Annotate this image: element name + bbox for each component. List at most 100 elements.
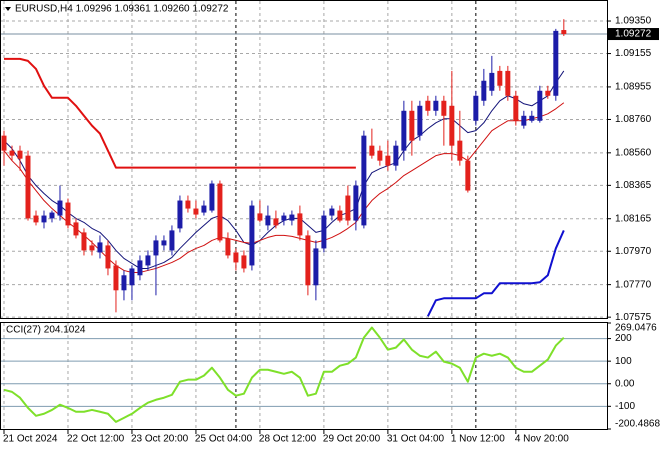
candle-body xyxy=(209,183,215,211)
candle-body xyxy=(73,222,79,236)
candle-body xyxy=(193,208,199,215)
candle-body xyxy=(201,205,207,213)
candle-body xyxy=(9,150,15,156)
candle-body xyxy=(321,215,327,249)
candle-body xyxy=(425,100,431,111)
marks xyxy=(1,19,567,423)
overlay-line xyxy=(3,102,565,273)
candle-body xyxy=(361,135,367,226)
candle-body xyxy=(449,105,455,146)
candle-body xyxy=(233,252,239,263)
y-tick-label: 100 xyxy=(615,356,632,367)
y-tick-label: -200.4868 xyxy=(615,419,660,430)
y-tick-label: 1.08165 xyxy=(615,213,652,224)
x-tick-label: 23 Oct 20:00 xyxy=(131,434,189,445)
candle-body xyxy=(385,155,391,166)
main-frame xyxy=(0,0,608,319)
y-tick-label: 1.07970 xyxy=(615,246,652,257)
collapse-icon xyxy=(5,7,11,11)
candle-body xyxy=(545,90,551,96)
candle-body xyxy=(89,245,95,251)
candle-body xyxy=(505,70,511,96)
candle-body xyxy=(409,110,415,141)
candle-body xyxy=(313,248,319,286)
candle-body xyxy=(465,160,471,191)
candle-body xyxy=(273,218,279,226)
x-tick-label: 4 Nov 20:00 xyxy=(515,434,569,445)
candle-body xyxy=(241,255,247,269)
candle-body xyxy=(521,115,527,126)
cci-title: CCI(27) 204.1024 xyxy=(6,325,86,336)
candle-body xyxy=(137,260,143,276)
x-tick-label: 28 Oct 12:00 xyxy=(259,434,317,445)
candle-body xyxy=(145,255,151,266)
overlay-line xyxy=(426,230,565,317)
candle-body xyxy=(41,215,47,223)
current-price-box xyxy=(608,28,659,41)
candle-body xyxy=(561,30,567,35)
y-tick-label: 200 xyxy=(615,333,632,344)
candle-body xyxy=(17,150,23,159)
candle-body xyxy=(433,100,439,111)
candle-body xyxy=(105,245,111,269)
candle-body xyxy=(281,215,287,221)
y-tick-label: 1.08760 xyxy=(615,114,652,125)
candle-body xyxy=(481,80,487,101)
candle-body xyxy=(185,200,191,209)
axes: 21 Oct 2024 22 Oct 12:00 23 Oct 20:00 25 Oc… xyxy=(3,16,660,445)
y-tick-label: 269.0476 xyxy=(615,323,657,334)
candle-body xyxy=(297,213,303,236)
candle-body xyxy=(49,212,55,219)
candle-body xyxy=(497,70,503,86)
candle-body xyxy=(257,213,263,221)
candle-body xyxy=(225,238,231,256)
candle-body xyxy=(417,105,423,136)
candle-body xyxy=(489,72,495,91)
candle-body xyxy=(153,240,159,256)
candle-body xyxy=(513,95,519,121)
y-tick-label: 1.09155 xyxy=(615,48,652,59)
current-price-label: 1.09272 xyxy=(615,29,652,40)
candle-body xyxy=(369,145,375,156)
y-tick-label: 1.07575 xyxy=(615,312,652,323)
candle-body xyxy=(129,268,135,286)
candle-body xyxy=(305,235,311,286)
candle-body xyxy=(393,145,399,166)
candle-body xyxy=(265,215,271,226)
candle-body xyxy=(529,115,535,121)
candle-body xyxy=(97,242,103,253)
cci-frame xyxy=(0,322,608,430)
candle-body xyxy=(289,214,295,221)
candle-body xyxy=(81,232,87,251)
x-tick-label: 31 Oct 04:00 xyxy=(387,434,445,445)
x-tick-label: 1 Nov 12:00 xyxy=(451,434,505,445)
candle-body xyxy=(65,202,71,226)
y-tick-label: 0.00 xyxy=(615,378,635,389)
overlay-line xyxy=(4,57,356,169)
candle-body xyxy=(25,155,31,219)
candle-body xyxy=(161,240,167,246)
y-tick-label: 1.09350 xyxy=(615,16,652,27)
y-tick-label: 1.08365 xyxy=(615,180,652,191)
candle-body xyxy=(441,100,447,116)
candle-body xyxy=(177,200,183,229)
candle-body xyxy=(553,30,559,96)
candle-body xyxy=(121,275,127,291)
x-tick-label: 29 Oct 20:00 xyxy=(323,434,381,445)
x-tick-label: 21 Oct 2024 xyxy=(3,434,58,445)
candle-body xyxy=(401,110,407,151)
candle-body xyxy=(345,195,351,221)
candle-body xyxy=(33,215,39,223)
y-tick-label: -100 xyxy=(615,401,635,412)
candle-body xyxy=(377,150,383,161)
candle-body xyxy=(337,210,343,221)
cci-line xyxy=(3,326,565,423)
candle-body xyxy=(57,200,63,216)
candle-body xyxy=(457,140,463,161)
candle-body xyxy=(537,90,543,121)
candle-body xyxy=(113,265,119,291)
candle-body xyxy=(329,208,335,216)
candle-body xyxy=(217,183,223,241)
